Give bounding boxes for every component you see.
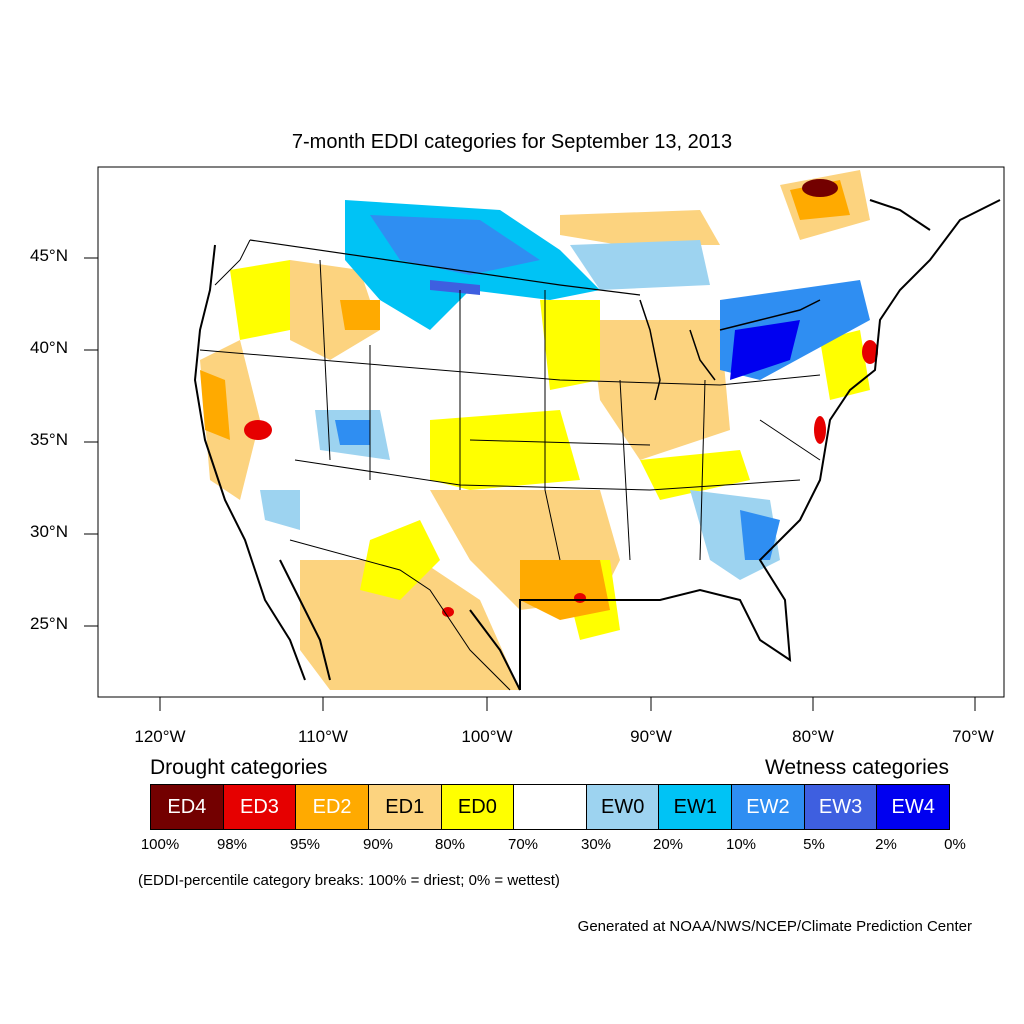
legend-label-ed2: ED2 [312, 795, 352, 818]
pct-break-10: 10% [725, 836, 757, 853]
legend-label-ed0: ED0 [457, 795, 497, 818]
credit-line: Generated at NOAA/NWS/NCEP/Climate Predi… [577, 918, 972, 935]
legend-label-ed4: ED4 [167, 795, 207, 818]
legend-label-ew0: EW0 [600, 795, 645, 818]
lat-label-35: 35°N [30, 430, 68, 449]
pct-break-95: 95% [289, 836, 321, 853]
axis-ticks [84, 257, 976, 711]
legend-swatch-ew1: EW1 [659, 785, 733, 829]
pct-break-2: 2% [875, 836, 897, 853]
lat-label-45: 45°N [30, 246, 68, 265]
legend-swatch-ed3: ED3 [223, 785, 297, 829]
lon-label-70: 70°W [952, 727, 994, 746]
legend-swatch-normal [514, 785, 587, 829]
pct-break-5: 5% [803, 836, 825, 853]
pct-break-20: 20% [652, 836, 684, 853]
legend-swatch-ed1: ED1 [368, 785, 442, 829]
legend-label-ew1: EW1 [673, 795, 717, 818]
legend-label-ew4: EW4 [891, 795, 935, 818]
lon-label-110: 110°W [298, 727, 348, 746]
wetness-heading: Wetness categories [764, 756, 949, 779]
category-legend: ED4 ED3 ED2 ED1 ED0 EW0 EW1 EW2 EW3 EW4 [150, 784, 950, 830]
lat-label-25: 25°N [30, 614, 68, 633]
legend-label-ed3: ED3 [240, 795, 279, 818]
lon-label-90: 90°W [630, 727, 672, 746]
lon-label-100: 100°W [461, 727, 513, 746]
map-frame [97, 166, 1005, 698]
pct-break-80: 80% [434, 836, 466, 853]
legend-swatch-ed2: ED2 [296, 785, 369, 829]
category-note: (EDDI-percentile category breaks: 100% =… [138, 872, 560, 889]
pct-break-0: 0% [944, 836, 966, 853]
boundaries [199, 239, 821, 691]
legend-swatch-ew3: EW3 [804, 785, 878, 829]
drought-heading: Drought categories [150, 756, 328, 779]
legend-swatch-ed4: ED4 [151, 785, 224, 829]
legend-label-ed1: ED1 [385, 795, 425, 818]
map-title: 7-month EDDI categories for September 13… [291, 131, 733, 153]
legend-swatch-ew4: EW4 [877, 785, 950, 829]
pct-break-98: 98% [216, 836, 248, 853]
pct-break-70: 70% [507, 836, 539, 853]
lat-label-40: 40°N [30, 338, 68, 357]
lon-label-80: 80°W [792, 727, 834, 746]
coastline [193, 199, 1001, 691]
legend-label-ew2: EW2 [746, 795, 790, 818]
pct-break-90: 90% [362, 836, 394, 853]
pct-break-30: 30% [580, 836, 612, 853]
pct-break-100: 100% [140, 836, 180, 853]
legend-label-ew3: EW3 [818, 795, 863, 818]
legend-swatch-ew0: EW0 [586, 785, 660, 829]
legend-swatch-ed0: ED0 [441, 785, 515, 829]
legend-swatch-ew2: EW2 [732, 785, 805, 829]
lon-label-120: 120°W [134, 727, 186, 746]
lat-label-30: 30°N [30, 522, 68, 541]
